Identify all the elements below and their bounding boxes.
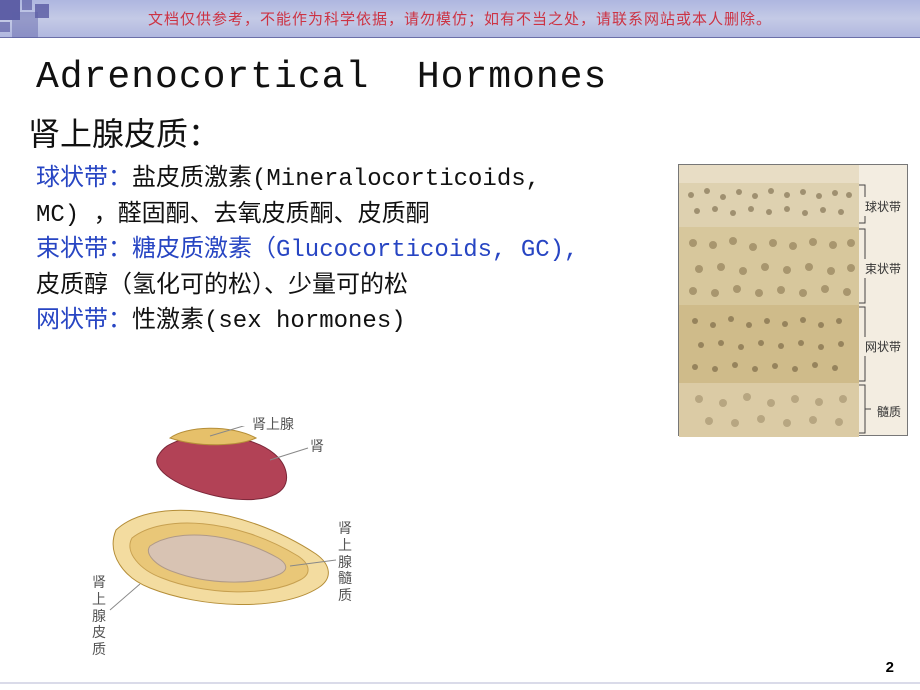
hist-label-glomerulosa: 球状带 — [863, 197, 903, 216]
footer-separator — [0, 682, 920, 684]
zone-glomerulosa-line1: 球状带：盐皮质激素(Mineralocorticoids, — [36, 163, 666, 197]
title-chinese: 肾上腺皮质： — [28, 109, 890, 155]
zone3-text1: 性激素(sex hormones) — [132, 308, 406, 335]
definition-list: 球状带：盐皮质激素(Mineralocorticoids, MC) ，醛固酮、去… — [36, 163, 666, 339]
zone-reticularis-line: 网状带：性激素(sex hormones) — [36, 305, 666, 339]
zone2-label: 束状带： — [36, 237, 132, 264]
anatomy-svg — [80, 426, 400, 652]
label-medulla: 肾 上 腺 髓 质 — [338, 522, 352, 606]
hist-label-fasciculata: 束状带 — [863, 259, 903, 278]
zone2-text1: 糖皮质激素（Glucocorticoids, GC), — [132, 237, 578, 264]
anatomy-diagram: 肾上腺 肾 肾 上 腺 髓 质 肾 上 腺 皮 质 — [80, 426, 400, 652]
histology-image: 球状带 束状带 网状带 髓质 — [678, 164, 908, 436]
header-warning-text: 文档仅供参考，不能作为科学依据，请勿模仿；如有不当之处，请联系网站或本人删除。 — [0, 8, 920, 29]
zone2-text2: 皮质醇（氢化可的松）、少量可的松 — [36, 270, 666, 304]
corner-decoration — [0, 0, 55, 38]
header-bar: 文档仅供参考，不能作为科学依据，请勿模仿；如有不当之处，请联系网站或本人删除。 — [0, 0, 920, 38]
hist-label-reticularis: 网状带 — [863, 337, 903, 356]
title-english: Adrenocortical Hormones — [36, 56, 890, 99]
label-adrenal: 肾上腺 — [252, 418, 294, 435]
label-cortex: 肾 上 腺 皮 质 — [92, 576, 106, 660]
zone-fasciculata-line1: 束状带：糖皮质激素（Glucocorticoids, GC), — [36, 234, 666, 268]
page-number: 2 — [886, 659, 894, 676]
label-kidney: 肾 — [310, 440, 324, 457]
zone1-label: 球状带： — [36, 166, 132, 193]
zone1-text1: 盐皮质激素(Mineralocorticoids, — [132, 166, 540, 193]
zone3-label: 网状带： — [36, 308, 132, 335]
zone1-text2: MC) ，醛固酮、去氧皮质酮、皮质酮 — [36, 199, 666, 233]
hist-label-medulla: 髓质 — [875, 402, 903, 421]
